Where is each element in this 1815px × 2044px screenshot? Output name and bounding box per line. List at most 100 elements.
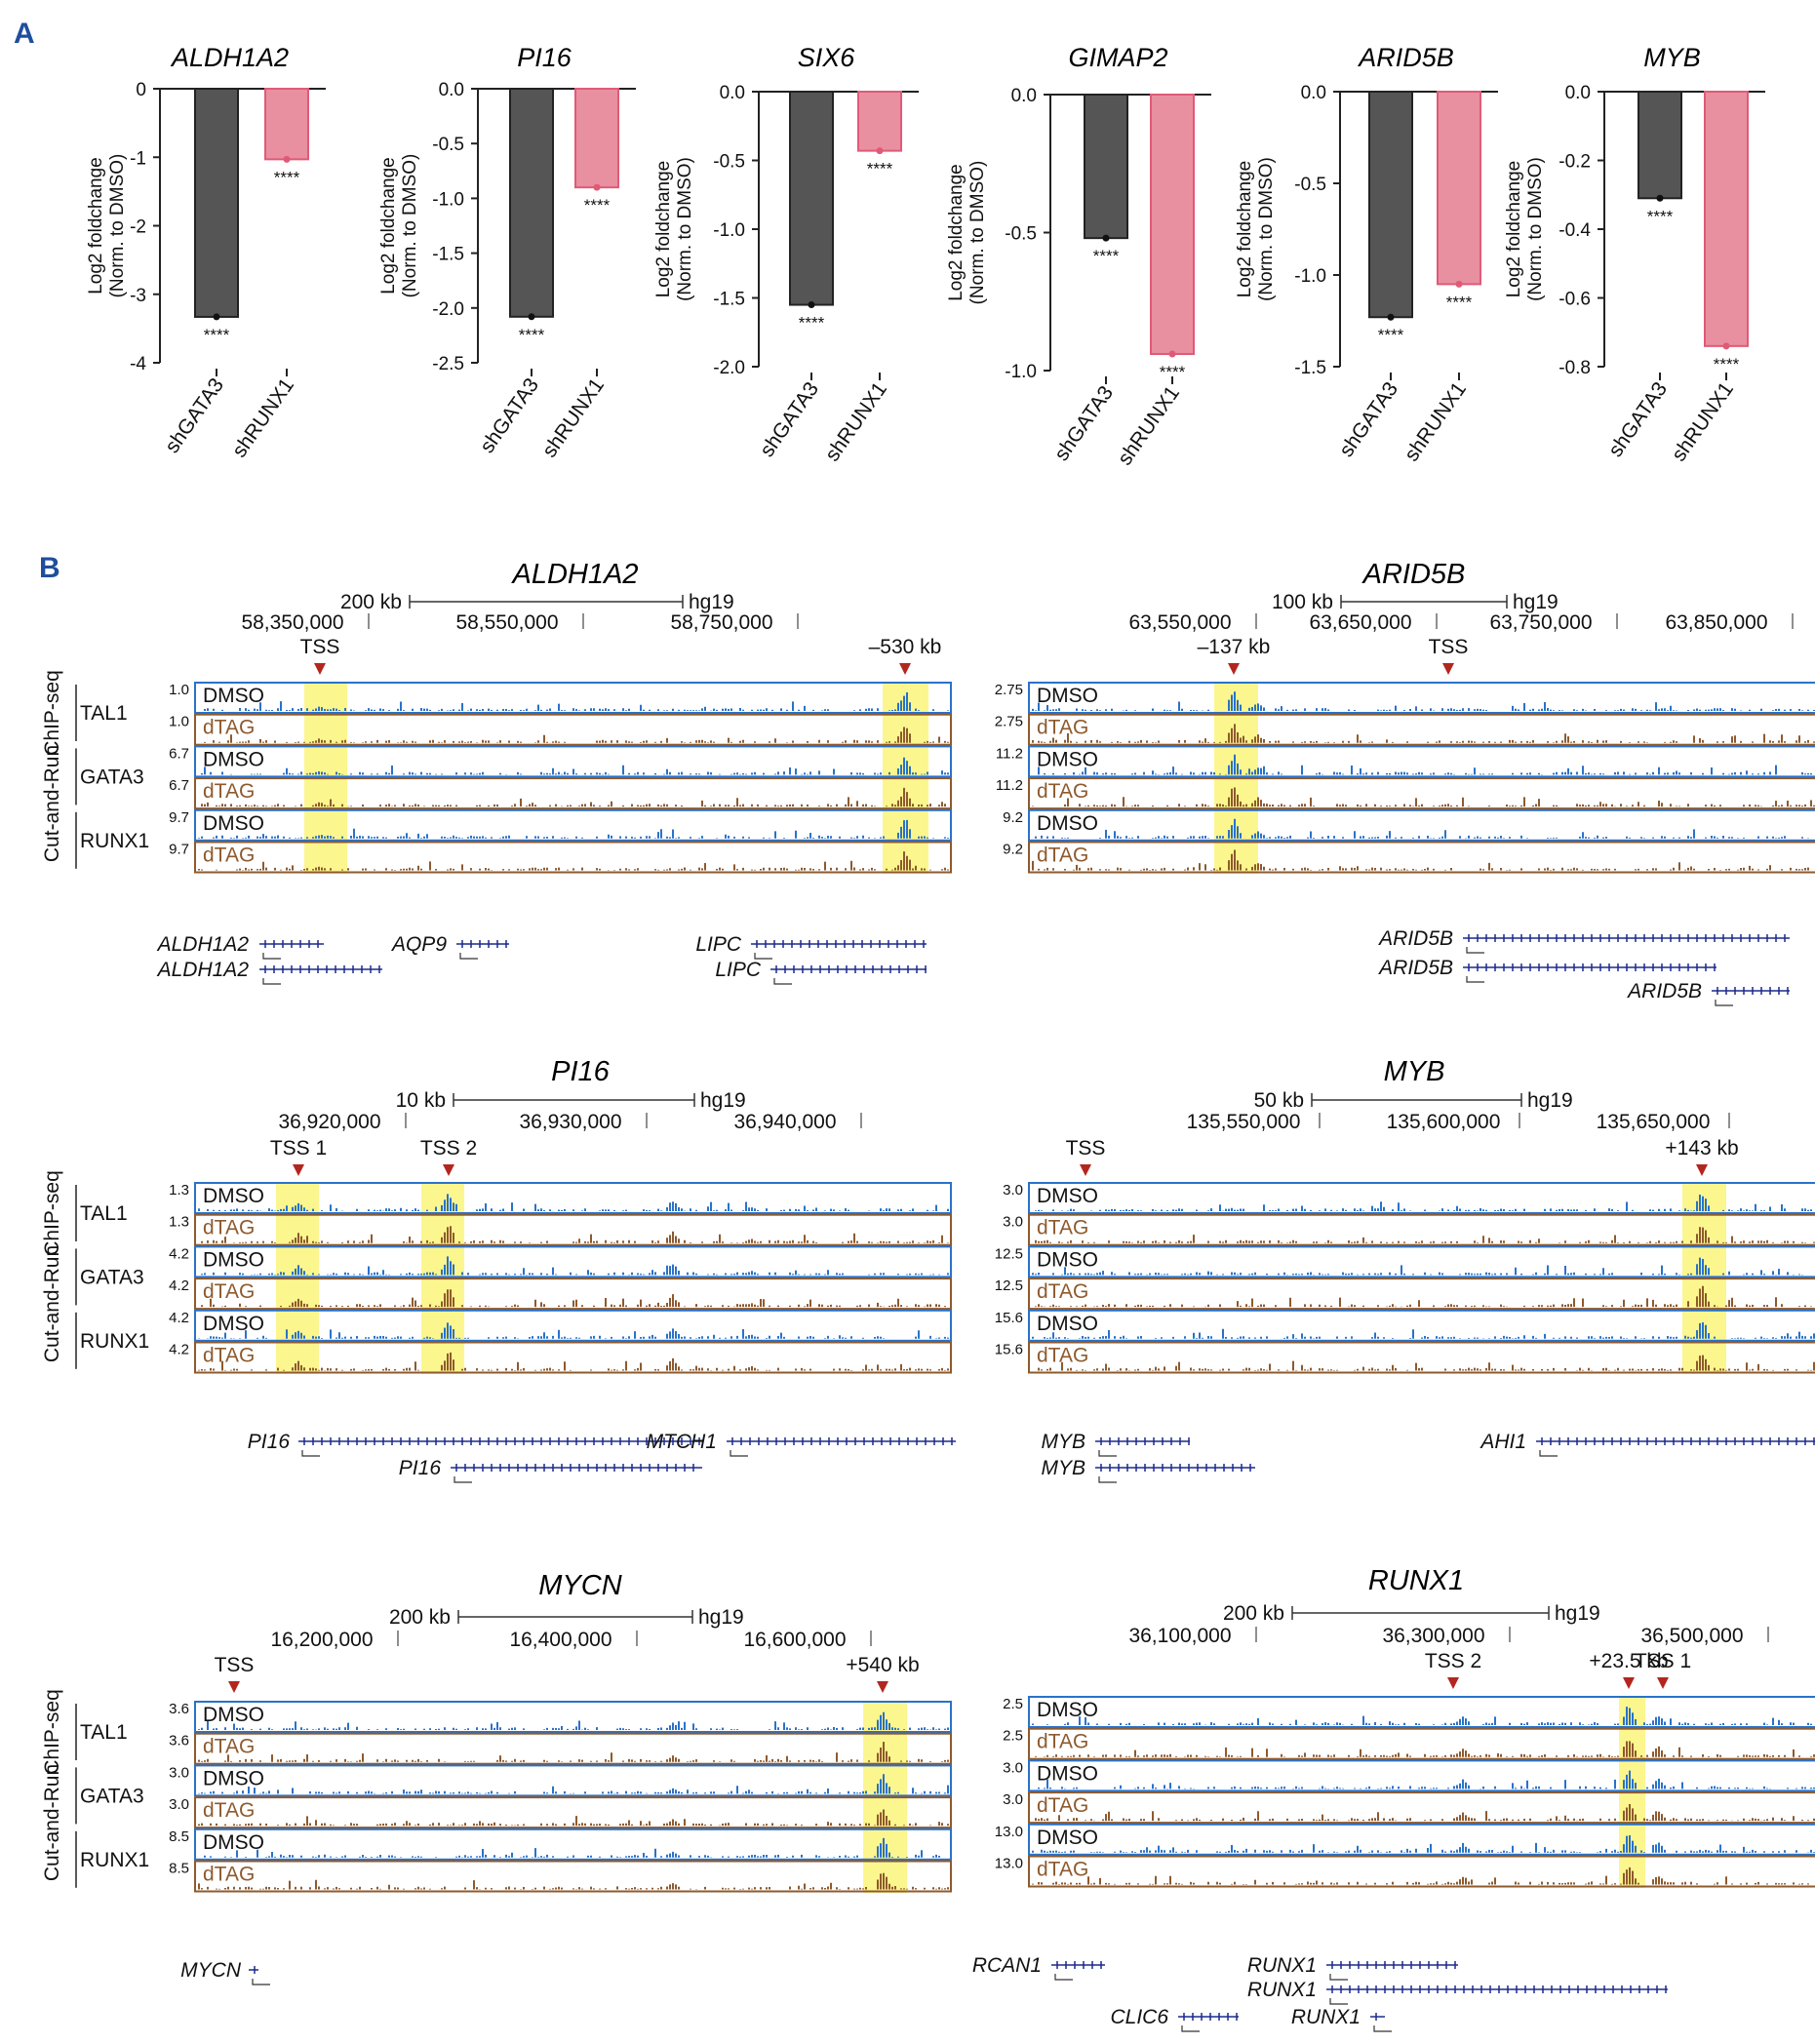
condition-label: DMSO	[203, 1831, 264, 1854]
track-title: ARID5B	[1361, 559, 1466, 590]
x-tick-label: shGATA3	[1604, 378, 1672, 461]
y-tick-label: 0.0	[1301, 83, 1326, 103]
gene-label: RUNX1	[1247, 1954, 1317, 1977]
strand-arrow	[301, 1450, 320, 1457]
bar-shgata3	[509, 88, 554, 318]
y-axis-label: Log2 foldchange	[1235, 161, 1255, 298]
coordinate-label: 36,940,000	[733, 1111, 836, 1133]
track-max-value: 6.7	[169, 745, 189, 762]
data-point	[283, 155, 291, 163]
track-max-value: 15.6	[995, 1310, 1023, 1326]
genome-track-aldh1a2: ALDH1A2 200 kb hg19 58,350,000 58,550,000 58,…	[41, 559, 952, 985]
signal-trace	[1032, 849, 1809, 871]
y-tick-label: -2.0	[713, 358, 745, 378]
assay-label: Cut-and-Run	[41, 745, 63, 862]
bar-chart-gimap2: GIMAP2 0.0 -0.5 -1.0 Log2 foldchange (Norm. t…	[946, 43, 1211, 469]
genome-track-arid5b: ARID5B 100 kb hg19 63,550,000 63,650,000 63,7…	[995, 559, 1815, 1006]
signal-trace	[198, 1809, 949, 1827]
strand-arrow	[1329, 1998, 1348, 2005]
gene-exons	[264, 940, 319, 948]
dtag-track-box	[1028, 1855, 1815, 1888]
track-max-value: 1.3	[169, 1182, 189, 1199]
significance-label: ****	[1647, 207, 1674, 225]
y-axis-label: Log2 foldchange	[86, 157, 106, 295]
factor-label: RUNX1	[80, 830, 149, 852]
marker-triangle	[228, 1681, 240, 1693]
marker-label: +540 kb	[846, 1654, 919, 1676]
condition-label: dTAG	[1037, 1280, 1088, 1303]
bar-chart-arid5b: ARID5B 0.0 -0.5 -1.0 -1.5 Log2 foldchange (Nor…	[1235, 43, 1498, 465]
assay-label: Cut-and-Run	[41, 1245, 63, 1362]
condition-label: DMSO	[203, 748, 264, 770]
condition-label: DMSO	[1037, 1762, 1098, 1785]
y-tick-label: -0.8	[1559, 358, 1591, 378]
strand-arrow	[1466, 947, 1484, 954]
marker-label: TSS 1	[270, 1137, 327, 1160]
marker-label: TSS 2	[1425, 1650, 1481, 1672]
track-max-value: 11.2	[996, 745, 1023, 762]
coordinate-label: 36,300,000	[1382, 1625, 1484, 1647]
track-max-value: 13.0	[995, 1824, 1023, 1840]
significance-label: ****	[799, 314, 825, 333]
signal-trace	[201, 1256, 949, 1276]
marker-label: +23.5 kb	[1589, 1650, 1668, 1672]
signal-trace	[198, 1872, 949, 1890]
data-point	[528, 313, 535, 321]
data-point	[1387, 313, 1395, 321]
y-axis-label: (Norm. to DMSO)	[400, 154, 420, 298]
data-point	[593, 183, 601, 191]
assembly-label: hg19	[1555, 1602, 1600, 1625]
condition-label: dTAG	[203, 1217, 255, 1239]
coordinate-label: 36,930,000	[519, 1111, 621, 1133]
y-tick-label: -2.5	[432, 354, 464, 374]
signal-trace	[1032, 787, 1815, 807]
dtag-track-box	[1028, 841, 1815, 874]
condition-label: DMSO	[203, 1767, 264, 1789]
signal-trace	[1035, 1741, 1815, 1757]
track-max-value: 1.0	[169, 714, 189, 730]
signal-trace	[198, 1742, 949, 1762]
track-max-value: 9.2	[1003, 842, 1023, 858]
strand-arrow	[1098, 1476, 1117, 1483]
marker-triangle	[1657, 1677, 1669, 1689]
coordinate-label: 63,650,000	[1309, 611, 1411, 634]
track-max-value: 3.0	[1003, 1182, 1023, 1199]
gene-exons	[461, 940, 507, 948]
dmso-track-box	[1028, 808, 1815, 842]
marker-label: –137 kb	[1198, 636, 1271, 658]
condition-label: DMSO	[203, 1313, 264, 1335]
gene-label: RUNX1	[1291, 2006, 1361, 2028]
marker-triangle	[1228, 663, 1240, 675]
strand-arrow	[1181, 2025, 1200, 2032]
y-tick-label: -0.5	[432, 135, 464, 155]
x-tick-label: shGATA3	[1050, 382, 1118, 465]
chart-title: SIX6	[798, 43, 856, 72]
marker-triangle	[877, 1681, 888, 1693]
strand-arrow	[252, 1979, 270, 1985]
strand-arrow	[773, 978, 792, 985]
assay-label: ChIP-seq	[41, 670, 63, 756]
signal-trace	[1038, 1770, 1815, 1789]
chart-title: MYB	[1643, 43, 1701, 72]
genome-track-pi16: PI16 10 kb hg19 36,920,000 36,930,000 36,940,…	[41, 1056, 956, 1483]
gene-label: MYB	[1041, 1457, 1085, 1479]
track-max-value: 13.0	[995, 1856, 1023, 1872]
assay-label: ChIP-seq	[41, 1170, 63, 1256]
track-max-value: 9.7	[169, 809, 189, 826]
bar-shrunx1	[1437, 91, 1481, 286]
coordinate-label: 135,550,000	[1187, 1111, 1301, 1133]
dmso-track-box	[1028, 682, 1815, 714]
dmso-track-box	[194, 808, 952, 842]
gene-exons	[1100, 1437, 1190, 1445]
condition-label: dTAG	[1037, 845, 1088, 867]
bar-chart-pi16: PI16 0.0 -0.5 -1.0 -1.5 -2.0 -2.5 Log2 foldchan…	[378, 43, 636, 461]
marker-triangle	[314, 663, 326, 675]
scale-label: 100 kb	[1272, 591, 1333, 613]
track-max-value: 8.5	[169, 1861, 189, 1877]
assembly-label: hg19	[1527, 1089, 1573, 1112]
dmso-track-box	[1028, 1759, 1815, 1792]
gene-label: ALDH1A2	[156, 959, 250, 981]
bar-chart-six6: SIX6 0.0 -0.5 -1.0 -1.5 -2.0 Log2 foldchange (N…	[653, 43, 919, 465]
track-max-value: 3.0	[169, 1796, 189, 1813]
signal-trace	[204, 727, 949, 743]
